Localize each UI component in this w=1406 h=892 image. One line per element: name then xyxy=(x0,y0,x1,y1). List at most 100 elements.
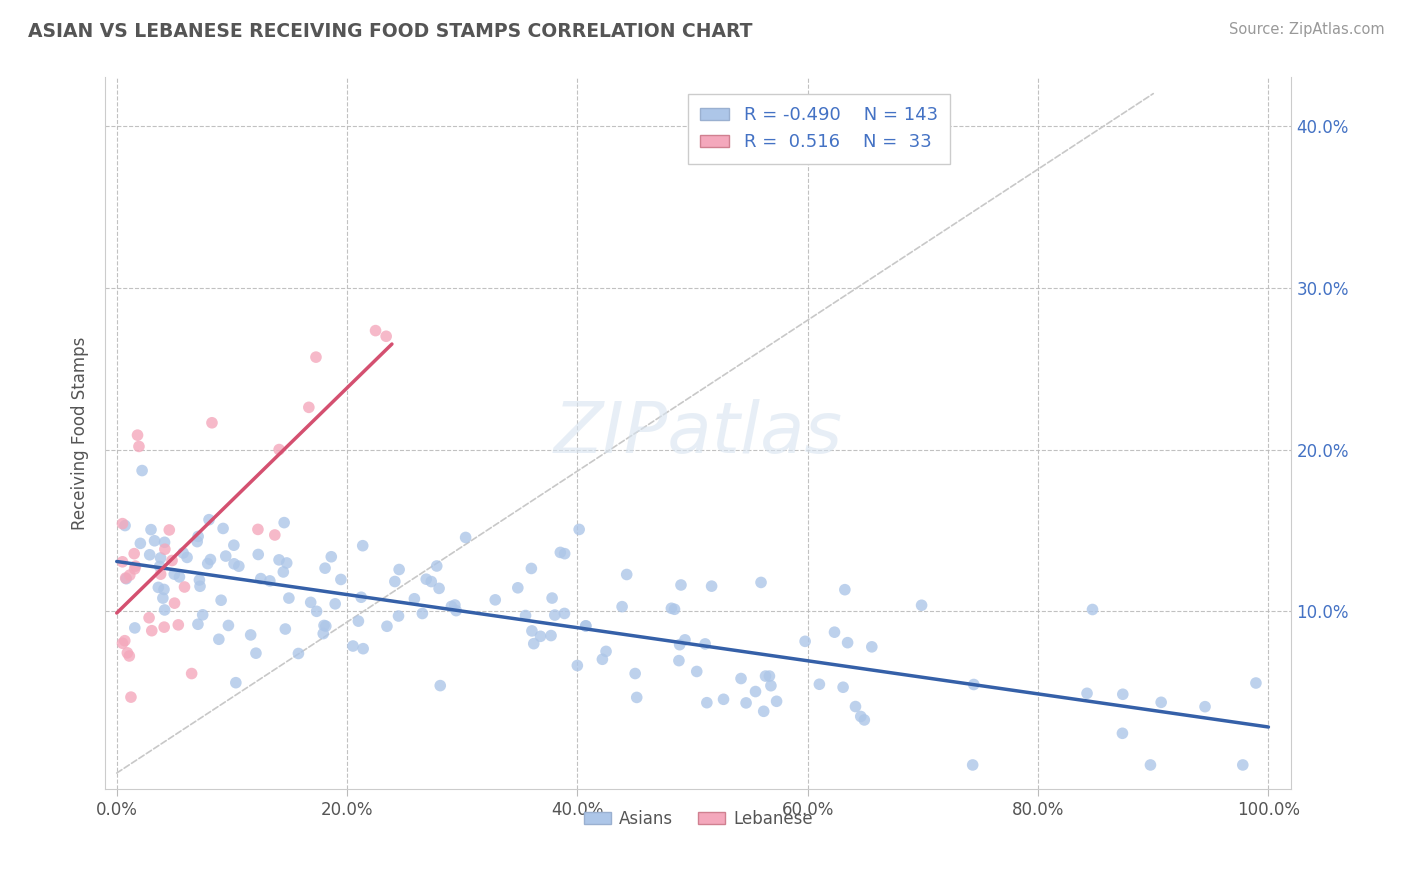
Point xyxy=(267,553,290,567)
Point xyxy=(117,646,139,660)
Point xyxy=(520,624,543,638)
Point xyxy=(567,658,589,673)
Point xyxy=(186,534,208,549)
Point xyxy=(321,549,343,564)
Point xyxy=(616,567,638,582)
Point xyxy=(149,567,172,582)
Point xyxy=(454,531,477,545)
Point xyxy=(153,620,176,634)
Point xyxy=(139,523,162,537)
Point xyxy=(169,570,191,584)
Point xyxy=(111,516,134,531)
Point xyxy=(440,599,463,614)
Point xyxy=(259,574,281,588)
Point xyxy=(1112,687,1135,701)
Point xyxy=(263,528,285,542)
Point xyxy=(287,647,309,661)
Point xyxy=(765,694,787,708)
Point xyxy=(550,545,572,559)
Point xyxy=(247,548,270,562)
Point xyxy=(191,607,214,622)
Point xyxy=(427,582,450,596)
Point xyxy=(111,555,134,569)
Point xyxy=(834,582,856,597)
Point xyxy=(673,632,696,647)
Point xyxy=(298,401,321,415)
Point xyxy=(312,626,335,640)
Point xyxy=(554,547,576,561)
Point xyxy=(118,648,141,663)
Point xyxy=(963,677,986,691)
Point xyxy=(141,624,163,638)
Point xyxy=(686,665,709,679)
Point xyxy=(129,536,152,550)
Point xyxy=(215,549,238,563)
Point xyxy=(595,644,617,658)
Point xyxy=(114,571,136,585)
Point xyxy=(201,416,224,430)
Point xyxy=(276,556,298,570)
Point xyxy=(153,535,176,549)
Point xyxy=(384,574,406,589)
Point xyxy=(347,614,370,628)
Point xyxy=(198,513,221,527)
Point xyxy=(444,604,467,618)
Point xyxy=(387,609,409,624)
Point xyxy=(837,635,859,649)
Point xyxy=(520,561,543,575)
Point xyxy=(1150,695,1173,709)
Point xyxy=(148,581,170,595)
Point xyxy=(540,629,562,643)
Point xyxy=(853,713,876,727)
Point xyxy=(696,696,718,710)
Point xyxy=(172,546,194,560)
Point xyxy=(128,439,150,453)
Point xyxy=(138,548,160,562)
Point xyxy=(153,582,176,597)
Point xyxy=(591,652,613,666)
Point xyxy=(114,518,136,533)
Point xyxy=(312,618,335,632)
Point xyxy=(695,637,717,651)
Legend: Asians, Lebanese: Asians, Lebanese xyxy=(578,803,820,834)
Point xyxy=(143,533,166,548)
Point xyxy=(669,578,692,592)
Point xyxy=(122,547,145,561)
Point xyxy=(388,562,411,576)
Point xyxy=(529,629,551,643)
Point xyxy=(661,601,683,615)
Point xyxy=(794,634,817,648)
Point xyxy=(228,559,250,574)
Point xyxy=(124,562,146,576)
Point xyxy=(314,561,336,575)
Point xyxy=(624,666,647,681)
Point xyxy=(176,550,198,565)
Point xyxy=(352,641,374,656)
Point xyxy=(187,529,209,543)
Text: ASIAN VS LEBANESE RECEIVING FOOD STAMPS CORRELATION CHART: ASIAN VS LEBANESE RECEIVING FOOD STAMPS … xyxy=(28,22,752,41)
Point xyxy=(246,523,269,537)
Point xyxy=(225,675,247,690)
Point xyxy=(149,559,172,574)
Point xyxy=(167,618,190,632)
Y-axis label: Receiving Food Stamps: Receiving Food Stamps xyxy=(72,336,89,530)
Point xyxy=(111,636,134,650)
Point xyxy=(426,559,449,574)
Point xyxy=(541,591,564,605)
Point xyxy=(849,709,872,723)
Point xyxy=(730,672,752,686)
Point xyxy=(173,580,195,594)
Point xyxy=(160,553,183,567)
Point xyxy=(153,603,176,617)
Point xyxy=(415,572,437,586)
Point xyxy=(157,523,180,537)
Point xyxy=(245,646,267,660)
Point xyxy=(568,523,591,537)
Point xyxy=(217,618,239,632)
Point xyxy=(269,442,291,457)
Point xyxy=(860,640,883,654)
Point xyxy=(664,602,686,616)
Point xyxy=(209,593,232,607)
Point xyxy=(575,619,598,633)
Point xyxy=(484,592,506,607)
